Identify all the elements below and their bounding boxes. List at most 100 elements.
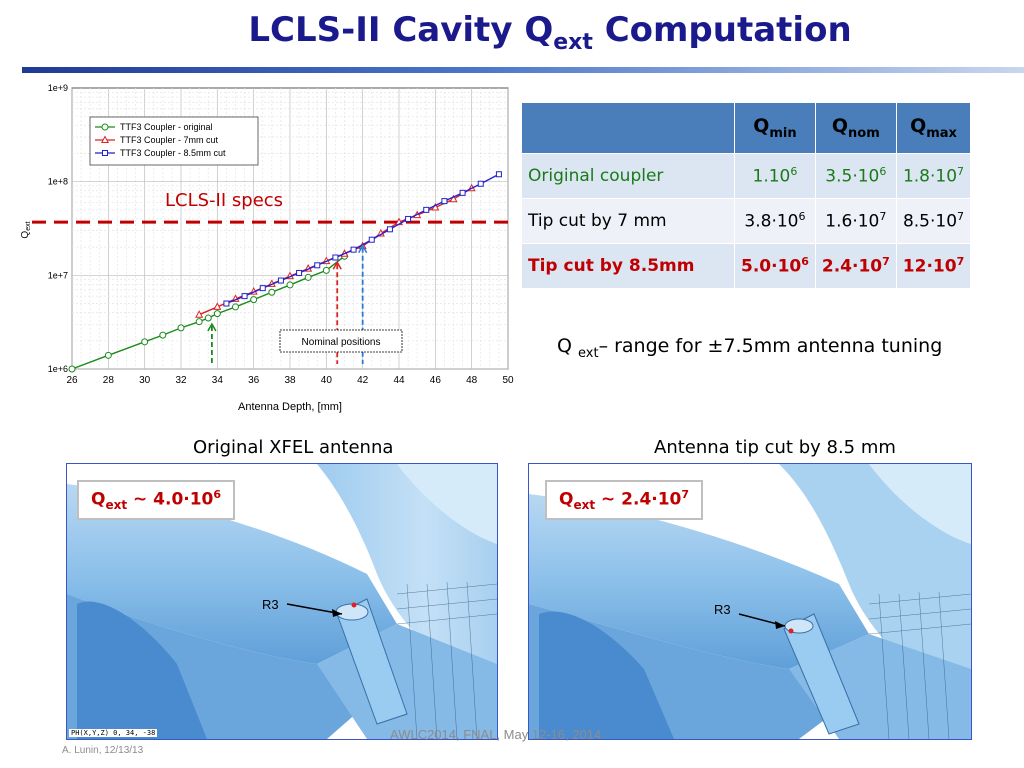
data-point [459,189,466,196]
table-cell: 5.0·106 [734,243,816,289]
table-row: Original coupler 1.106 3.5·106 1.8·107 [521,153,972,199]
x-tick-label: 30 [139,375,151,386]
y-tick-label: 1e+7 [48,270,68,280]
legend-entry: TTF3 Coupler - original [120,122,213,132]
row-label: Tip cut by 7 mm [521,198,735,244]
legend-marker [101,123,109,131]
slide-title: LCLS-II Cavity Qext Computation [248,10,852,55]
viewer-status-bar: PH(X,Y,Z) 0, 34, -38 [69,729,158,737]
legend-entry: TTF3 Coupler - 8.5mm cut [120,148,226,158]
data-point [449,194,458,203]
data-point [259,285,266,292]
nominal-arrowhead [332,260,342,270]
nominal-positions-label: Nominal positions [302,337,381,348]
table-cell: 2.4·107 [814,243,897,289]
table-cell: 3.5·106 [814,153,897,199]
nominal-positions-box [279,329,403,353]
nominal-arrowhead [358,244,368,254]
table-cell: 1.8·107 [895,153,972,199]
data-point [195,310,204,318]
nominal-arrowhead [207,322,217,332]
legend-marker [100,135,110,143]
data-point [304,273,312,281]
table-corner [521,102,735,154]
data-point [177,324,185,332]
data-point [277,277,284,284]
right-image-title: Antenna tip cut by 8.5 mm [654,437,896,458]
left-antenna-image: R3 Qext ~ 4.0·106 PH(X,Y,Z) 0, 34, -38 [66,463,498,740]
qext-table: Qmin Qnom Qmax Original coupler 1.106 3.… [521,102,972,289]
data-point [232,303,239,311]
data-point [286,281,294,289]
x-tick-label: 44 [393,375,405,386]
table-cell: 1.6·107 [814,198,897,244]
data-point [495,171,502,178]
data-point [204,314,212,322]
left-qext-box: Qext ~ 4.0·106 [77,480,236,521]
y-tick-label: 1e+6 [48,364,68,374]
data-point [223,300,230,307]
data-point [423,206,430,213]
left-image-title: Original XFEL antenna [193,437,394,458]
x-tick-label: 40 [321,375,333,386]
data-point [322,266,330,274]
legend-entry: TTF3 Coupler - 7mm cut [120,135,219,145]
data-point [250,296,258,304]
row-label: Tip cut by 8.5mm [521,243,735,289]
header-qmax: Qmax [895,102,972,154]
table-cell: 8.5·107 [895,198,972,244]
legend-box [89,116,259,166]
table-row: Tip cut by 8.5mm 5.0·106 2.4·107 12·107 [521,243,972,289]
table-header-row: Qmin Qnom Qmax [521,102,972,154]
r3-label: R3 [262,597,279,612]
y-tick-label: 1e+8 [48,177,68,187]
x-axis-label: Antenna Depth, [mm] [238,401,342,413]
data-point [68,365,76,373]
table-cell: 3.8·106 [734,198,816,244]
y-tick-label: 1e+9 [48,83,68,93]
data-point [159,331,167,339]
x-tick-label: 36 [248,375,260,386]
x-tick-label: 50 [502,375,514,386]
chart-legend: TTF3 Coupler - original TTF3 Coupler - 7m… [89,116,259,166]
chart-axes: 26 28 30 32 34 36 38 40 42 44 46 48 50 1e+6 1e+7 1e+8 1e… [48,83,514,386]
x-tick-label: 38 [284,375,296,386]
data-point [195,318,203,326]
qext-chart: LCLS-II specs Nominal positions 26 28 30 32… [20,83,515,413]
header-qmin: Qmin [734,102,816,154]
title-rule [22,67,1024,73]
spec-label: LCLS-II specs [165,190,283,211]
table-cell: 1.106 [734,153,816,199]
x-tick-label: 48 [466,375,478,386]
data-point [314,262,321,269]
legend-marker [102,150,108,156]
chart-series: Nominal positions [68,171,502,373]
y-axis-label: Qext [20,221,32,238]
right-antenna-image: R3 Qext ~ 2.4·107 [528,463,972,740]
x-tick-label: 46 [430,375,442,386]
table-row: Tip cut by 7 mm 3.8·106 1.6·107 8.5·107 [521,198,972,244]
right-antenna-drawing: R3 [529,464,971,739]
qext-range-caption: Q ext– range for ±7.5mm antenna tuning [557,335,943,361]
data-point [141,338,149,346]
spec-layer: LCLS-II specs [32,190,515,224]
data-point [104,351,112,359]
data-point [241,293,248,300]
data-point [332,254,339,261]
data-point [477,180,484,187]
x-tick-label: 42 [357,375,369,386]
x-tick-label: 28 [103,375,115,386]
right-qext-box: Qext ~ 2.4·107 [545,480,704,521]
data-point [268,288,276,296]
data-point [213,310,221,318]
table-cell: 12·107 [895,243,972,289]
left-antenna-drawing: R3 [67,464,497,739]
data-point [296,269,303,276]
data-point [213,302,222,310]
x-tick-label: 34 [212,375,224,386]
data-point [441,198,448,205]
data-point [350,246,357,253]
author-date: A. Lunin, 12/13/13 [62,745,144,756]
row-label: Original coupler [521,153,735,199]
r3-label: R3 [714,602,731,617]
